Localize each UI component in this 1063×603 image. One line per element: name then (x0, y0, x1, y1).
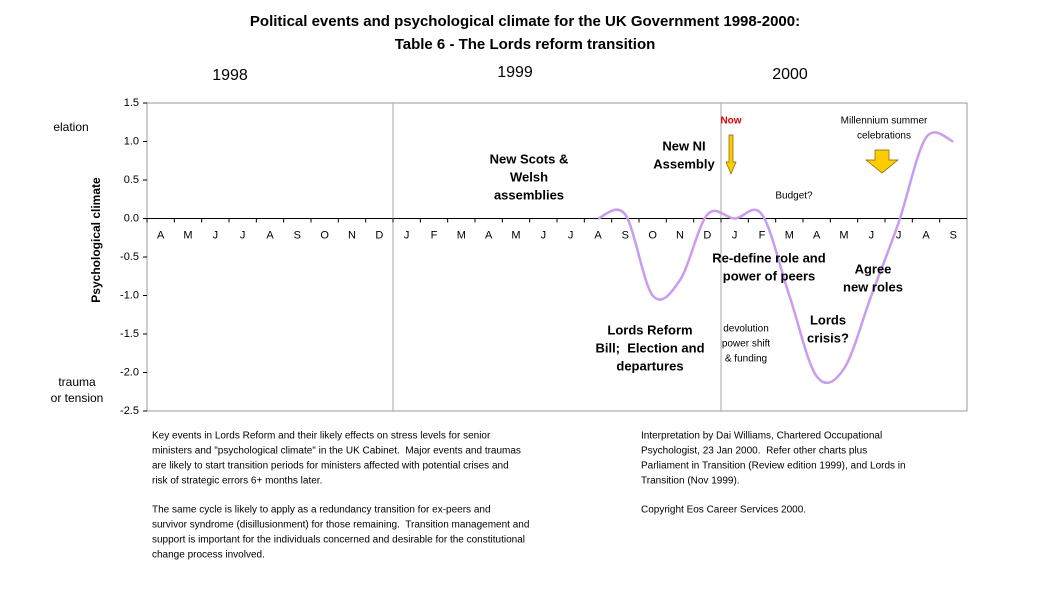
note-text: Copyright Eos Career Services 2000. (641, 505, 806, 516)
x-tick-label: N (348, 229, 356, 241)
annotation: celebrations (857, 131, 911, 142)
annotation: assemblies (494, 187, 564, 202)
chart-subtitle: Table 6 - The Lords reform transition (395, 36, 656, 53)
annotation: devolution (723, 324, 769, 335)
annotation: Now (720, 116, 741, 127)
x-tick-label: J (896, 229, 902, 241)
y-tick-label: 0.5 (124, 174, 139, 186)
note-text: Psychologist, 23 Jan 2000. Refer other c… (641, 446, 867, 457)
annotation: power of peers (723, 268, 815, 283)
note-text: are likely to start transition periods f… (152, 461, 509, 472)
annotation: new roles (843, 279, 903, 294)
annotation: Welsh (510, 169, 548, 184)
x-tick-label: A (485, 229, 493, 241)
x-tick-label: A (266, 229, 274, 241)
x-tick-label: F (431, 229, 438, 241)
plot-area (146, 102, 968, 412)
y-tick-label: -2.0 (120, 366, 139, 378)
x-tick-label: S (294, 229, 301, 241)
bottom-label: or tension (51, 391, 104, 405)
x-tick-label: S (950, 229, 957, 241)
x-tick-label: M (785, 229, 794, 241)
annotation: Millennium summer (841, 116, 928, 127)
x-tick-label: A (157, 229, 165, 241)
annotation: power shift (722, 339, 771, 350)
x-tick-label: J (213, 229, 219, 241)
y-axis-label: Psychological climate (89, 177, 103, 303)
note-text: Interpretation by Dai Williams, Chartere… (641, 431, 882, 442)
annotation: New Scots & (490, 151, 569, 166)
y-tick-label: 1.5 (124, 97, 139, 109)
x-tick-label: N (676, 229, 684, 241)
annotation: & funding (725, 354, 767, 365)
annotation: Agree (855, 261, 892, 276)
annotation: Budget? (775, 191, 813, 202)
x-tick-label: O (320, 229, 329, 241)
summer-arrow (865, 149, 899, 174)
x-tick-label: F (759, 229, 766, 241)
x-tick-label: A (922, 229, 930, 241)
x-tick-label: J (568, 229, 574, 241)
annotation: Assembly (653, 156, 715, 171)
x-tick-label: O (648, 229, 657, 241)
annotation: Bill; Election and (595, 340, 704, 355)
series-line (597, 131, 954, 385)
x-tick-label: M (511, 229, 520, 241)
y-tick-label: -1.5 (120, 328, 139, 340)
annotation: Lords (810, 312, 846, 327)
y-tick-label: -2.5 (120, 405, 139, 417)
note-text: Key events in Lords Reform and their lik… (152, 431, 491, 442)
annotation: crisis? (807, 330, 849, 345)
year-label: 2000 (772, 66, 808, 83)
annotation: departures (616, 358, 683, 373)
annotation: Re-define role and (712, 250, 825, 265)
top-label: elation (53, 120, 88, 134)
x-tick-label: J (732, 229, 738, 241)
x-tick-label: M (183, 229, 192, 241)
y-tick-label: -0.5 (120, 251, 139, 263)
x-tick-label: J (869, 229, 875, 241)
x-tick-label: A (594, 229, 602, 241)
bottom-label: trauma (58, 375, 96, 389)
note-text: change process involved. (152, 550, 265, 561)
chart-title: Political events and psychological clima… (250, 13, 800, 30)
note-text: support is important for the individuals… (152, 535, 525, 546)
x-tick-label: M (839, 229, 848, 241)
x-tick-label: D (375, 229, 383, 241)
note-text: Parliament in Transition (Review edition… (641, 461, 906, 472)
y-tick-label: -1.0 (120, 289, 139, 301)
x-tick-label: A (813, 229, 821, 241)
x-tick-label: M (457, 229, 466, 241)
note-text: survivor syndrome (disillusionment) for … (152, 520, 529, 531)
x-tick-label: J (404, 229, 410, 241)
x-tick-label: J (541, 229, 547, 241)
note-text: Transition (Nov 1999). (641, 476, 740, 487)
annotation: Lords Reform (607, 322, 692, 337)
note-text: The same cycle is likely to apply as a r… (152, 505, 491, 516)
x-tick-label: D (703, 229, 711, 241)
note-text: ministers and "psychological climate" in… (152, 446, 521, 457)
year-label: 1998 (212, 67, 248, 84)
y-tick-label: 1.0 (124, 135, 139, 147)
x-tick-label: J (240, 229, 246, 241)
x-tick-label: S (622, 229, 629, 241)
now-arrow (725, 134, 737, 175)
year-label: 1999 (497, 64, 533, 81)
y-tick-label: 0.0 (124, 212, 139, 224)
annotation: New NI (662, 138, 705, 153)
note-text: risk of strategic errors 6+ months later… (152, 476, 322, 487)
